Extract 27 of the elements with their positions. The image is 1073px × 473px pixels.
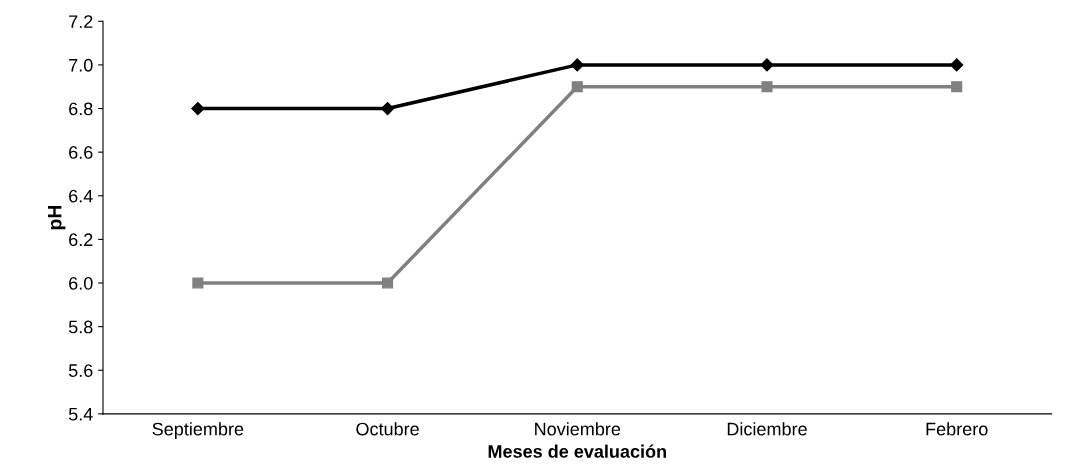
point [380,101,395,116]
point [760,58,774,72]
y-tick-label: 6.8 [69,102,93,116]
x-tick-label: Septiembre [152,422,244,440]
y-axis-title: pH [48,205,66,230]
point [571,81,583,93]
x-tick-label: Febrero [926,422,988,436]
point [951,81,963,93]
y-tick-label: 7.2 [69,15,93,28]
y-tick-label: 6.0 [69,276,93,290]
x-tick-label: Noviembre [535,422,621,436]
y-tick-label: 6.6 [69,146,93,159]
point [570,58,584,72]
y-tick-label: 5.4 [68,408,93,421]
x-axis-title: Meses de evaluación [488,444,666,458]
point [382,277,394,289]
point [191,101,205,116]
y-tick-label: 6.4 [69,189,93,203]
y-tick-label: 6.2 [69,233,93,247]
y-tick-label: 7.0 [69,58,93,72]
point [761,81,773,93]
point [950,58,964,72]
x-tick-label: Diciembre [727,422,807,436]
point [192,277,204,289]
y-tick-label: 5.8 [68,320,93,334]
y-tick-label: 5.6 [68,364,93,377]
x-tick-label: Octubre [356,422,419,436]
